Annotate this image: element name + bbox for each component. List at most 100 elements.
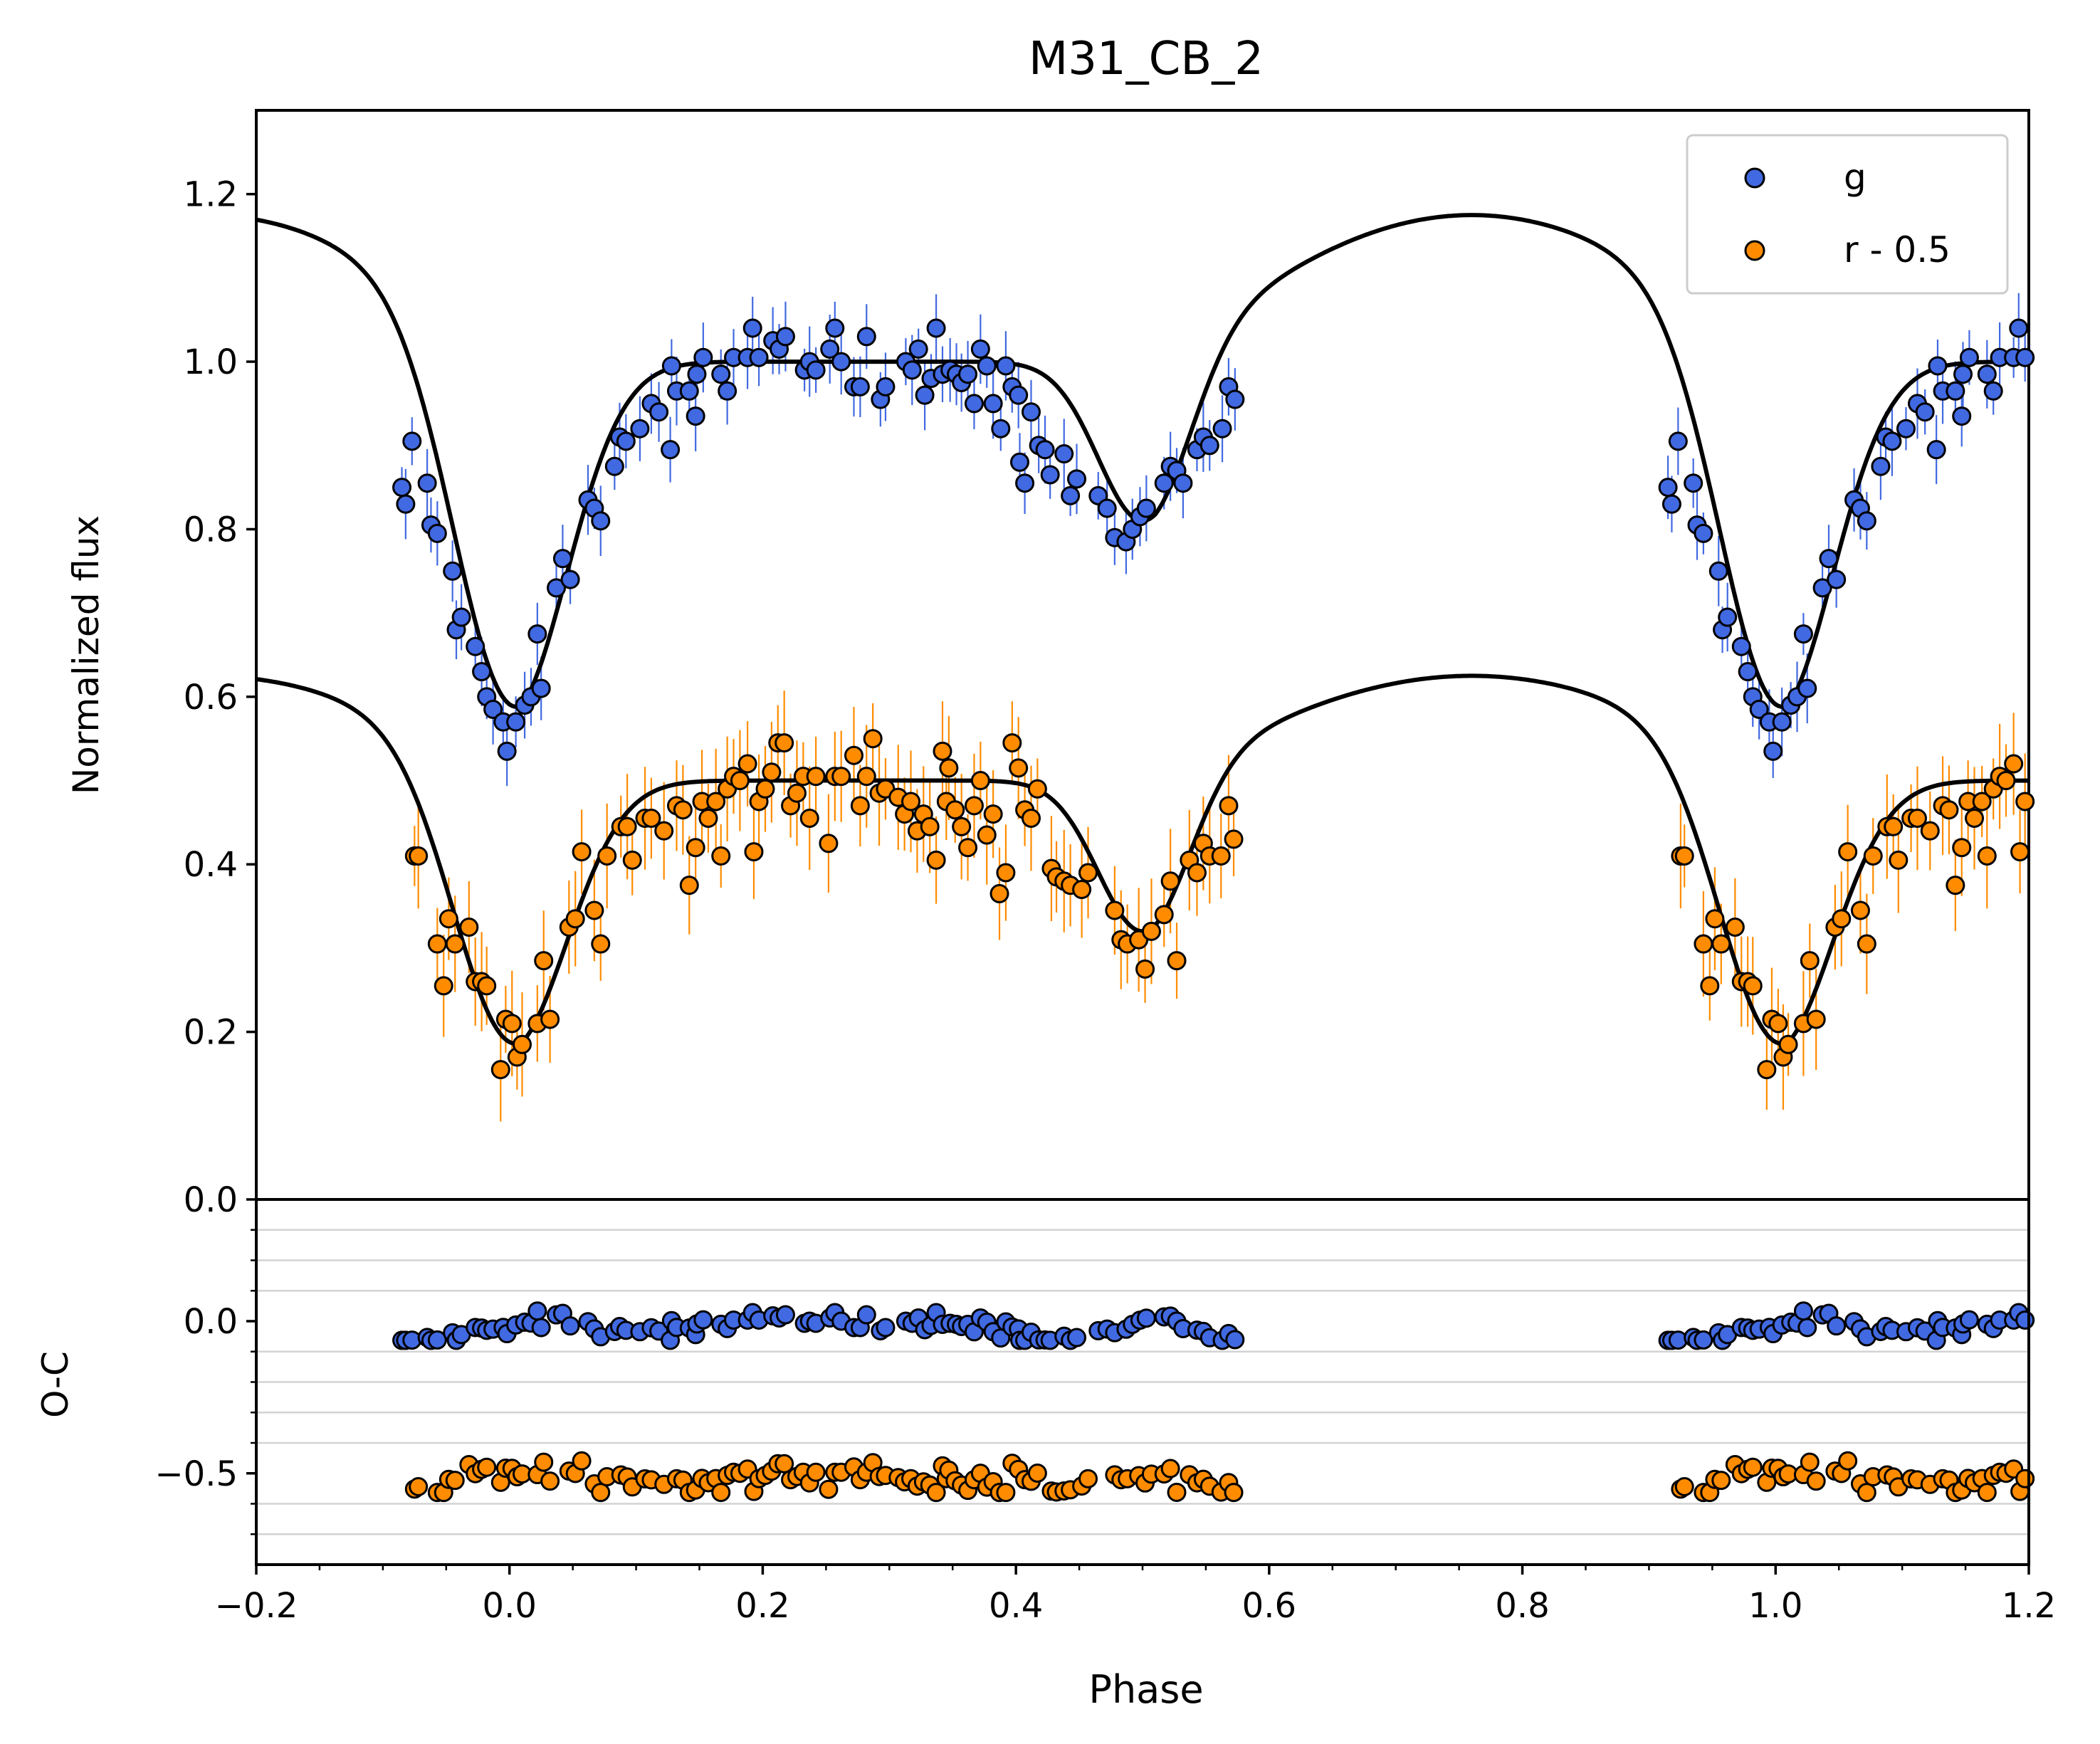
g-data-point bbox=[850, 377, 870, 396]
r-residual-point bbox=[409, 1476, 429, 1496]
r-residual-point bbox=[540, 1471, 560, 1491]
g-residual-point bbox=[1793, 1301, 1813, 1321]
top-y-tick-label: 0.0 bbox=[184, 1180, 238, 1220]
g-data-point bbox=[1668, 431, 1688, 451]
r-data-point bbox=[1965, 809, 1985, 828]
g-data-point bbox=[711, 364, 731, 384]
g-data-point bbox=[1009, 385, 1029, 405]
top-y-tick-label: 0.6 bbox=[184, 678, 238, 718]
g-data-point bbox=[915, 385, 935, 405]
r-residual-point bbox=[572, 1451, 592, 1471]
g-data-point bbox=[1738, 662, 1758, 682]
r-data-point bbox=[1857, 934, 1876, 954]
r-data-point bbox=[1674, 846, 1694, 866]
r-data-point bbox=[1187, 863, 1207, 883]
g-data-point bbox=[1952, 406, 1972, 426]
g-data-point bbox=[1225, 389, 1245, 409]
r-data-point bbox=[844, 745, 863, 765]
r-residual-point bbox=[477, 1457, 497, 1477]
g-data-point bbox=[1136, 498, 1156, 518]
r-data-point bbox=[945, 800, 965, 820]
g-data-point bbox=[1882, 431, 1902, 451]
g-residual-point bbox=[693, 1310, 713, 1330]
g-data-point bbox=[996, 356, 1016, 376]
g-data-point bbox=[991, 419, 1011, 438]
g-data-point bbox=[552, 549, 572, 569]
g-data-point bbox=[820, 339, 840, 359]
top-y-tick-label: 0.4 bbox=[184, 845, 238, 885]
x-tick-label: 0.8 bbox=[1495, 1586, 1549, 1626]
g-data-point bbox=[1040, 465, 1060, 485]
r-data-point bbox=[1996, 771, 2016, 791]
r-data-point bbox=[1952, 838, 1972, 858]
g-data-point bbox=[1097, 498, 1117, 518]
bottom-y-tick-label: −0.5 bbox=[154, 1454, 238, 1494]
top-y-ticks: 0.0 0.2 0.4 0.6 0.8 1.0 1.2 bbox=[184, 175, 256, 1220]
g-data-point bbox=[2015, 347, 2035, 367]
r-data-point bbox=[477, 976, 497, 996]
r-data-point bbox=[755, 779, 775, 799]
g-data-point bbox=[1928, 356, 1948, 376]
x-tick-label: 0.2 bbox=[735, 1586, 789, 1626]
g-data-point bbox=[686, 406, 705, 426]
r-residual-point bbox=[1711, 1471, 1731, 1491]
r-data-point bbox=[1977, 846, 1997, 866]
bottom-grid-layer bbox=[256, 1229, 2029, 1535]
g-data-point bbox=[402, 431, 422, 451]
g-data-point bbox=[466, 636, 485, 656]
r-data-point bbox=[1725, 918, 1745, 937]
r-data-point bbox=[1105, 900, 1125, 920]
g-data-point bbox=[902, 360, 922, 380]
r-data-point bbox=[584, 900, 604, 920]
r-data-point bbox=[970, 771, 990, 791]
r-data-point bbox=[686, 838, 705, 858]
r-data-point bbox=[775, 733, 794, 753]
r-residual-point bbox=[1857, 1483, 1876, 1503]
g-data-point bbox=[427, 523, 447, 543]
g-data-point bbox=[1871, 456, 1891, 476]
g-data-point bbox=[1021, 402, 1041, 422]
g-data-point bbox=[1718, 607, 1738, 627]
r-data-point bbox=[856, 767, 876, 787]
r-data-point bbox=[926, 850, 946, 870]
g-data-point bbox=[1199, 436, 1219, 456]
g-data-point bbox=[1708, 561, 1728, 581]
r-data-point bbox=[706, 792, 726, 811]
g-data-point bbox=[591, 511, 611, 531]
g-data-point bbox=[1977, 364, 1997, 384]
r-data-point bbox=[1141, 921, 1161, 941]
top-y-tick-label: 0.8 bbox=[184, 510, 238, 550]
x-tick-label: 1.2 bbox=[2002, 1586, 2056, 1626]
g-data-point bbox=[718, 381, 737, 401]
g-data-point bbox=[1983, 381, 2003, 401]
r-data-point bbox=[964, 796, 984, 816]
r-data-point bbox=[711, 846, 731, 866]
r-data-point bbox=[1946, 876, 1965, 895]
g-data-point bbox=[1154, 473, 1174, 493]
r-data-point bbox=[1711, 934, 1731, 954]
chart-title: M31_CB_2 bbox=[1029, 33, 1264, 85]
g-data-point bbox=[483, 700, 503, 719]
g-data-point bbox=[742, 318, 762, 338]
r-data-point bbox=[1806, 1009, 1826, 1029]
r-data-point bbox=[744, 842, 764, 862]
legend-label-g: g bbox=[1844, 157, 1867, 198]
g-data-point bbox=[1857, 511, 1876, 531]
g-data-point bbox=[560, 569, 580, 589]
g-data-point bbox=[443, 561, 463, 581]
g-data-point bbox=[417, 473, 437, 493]
g-data-point bbox=[506, 712, 526, 732]
r-residual-point bbox=[1027, 1464, 1047, 1483]
r-residual-point bbox=[1674, 1476, 1694, 1496]
r-data-point bbox=[513, 1034, 532, 1054]
g-data-point bbox=[977, 356, 997, 376]
r-data-point bbox=[1224, 829, 1244, 849]
r-data-point bbox=[1972, 792, 1992, 811]
r-data-point bbox=[1832, 909, 1852, 929]
r-data-point bbox=[597, 846, 617, 866]
r-data-point bbox=[762, 762, 782, 782]
g-data-point bbox=[451, 607, 471, 627]
r-data-point bbox=[673, 800, 693, 820]
x-tick-label: 0.6 bbox=[1242, 1586, 1296, 1626]
